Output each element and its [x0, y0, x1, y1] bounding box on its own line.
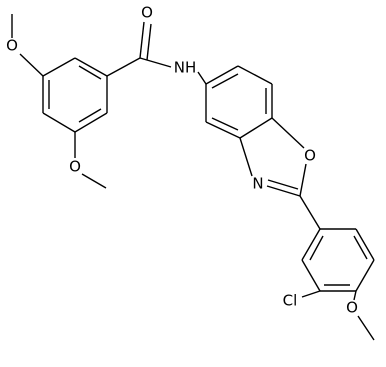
atom-label: O [304, 147, 316, 165]
atom-label: O [346, 299, 358, 317]
atom-label: O [141, 4, 153, 22]
atom-label: Cl [283, 292, 298, 310]
atom-label: N [252, 175, 263, 193]
atom-label: O [6, 37, 18, 55]
atom-labels: O NH O O O N Cl O [6, 4, 358, 317]
bonds [11, 14, 375, 341]
atom-label: NH [174, 59, 197, 77]
atom-label: O [69, 158, 81, 176]
